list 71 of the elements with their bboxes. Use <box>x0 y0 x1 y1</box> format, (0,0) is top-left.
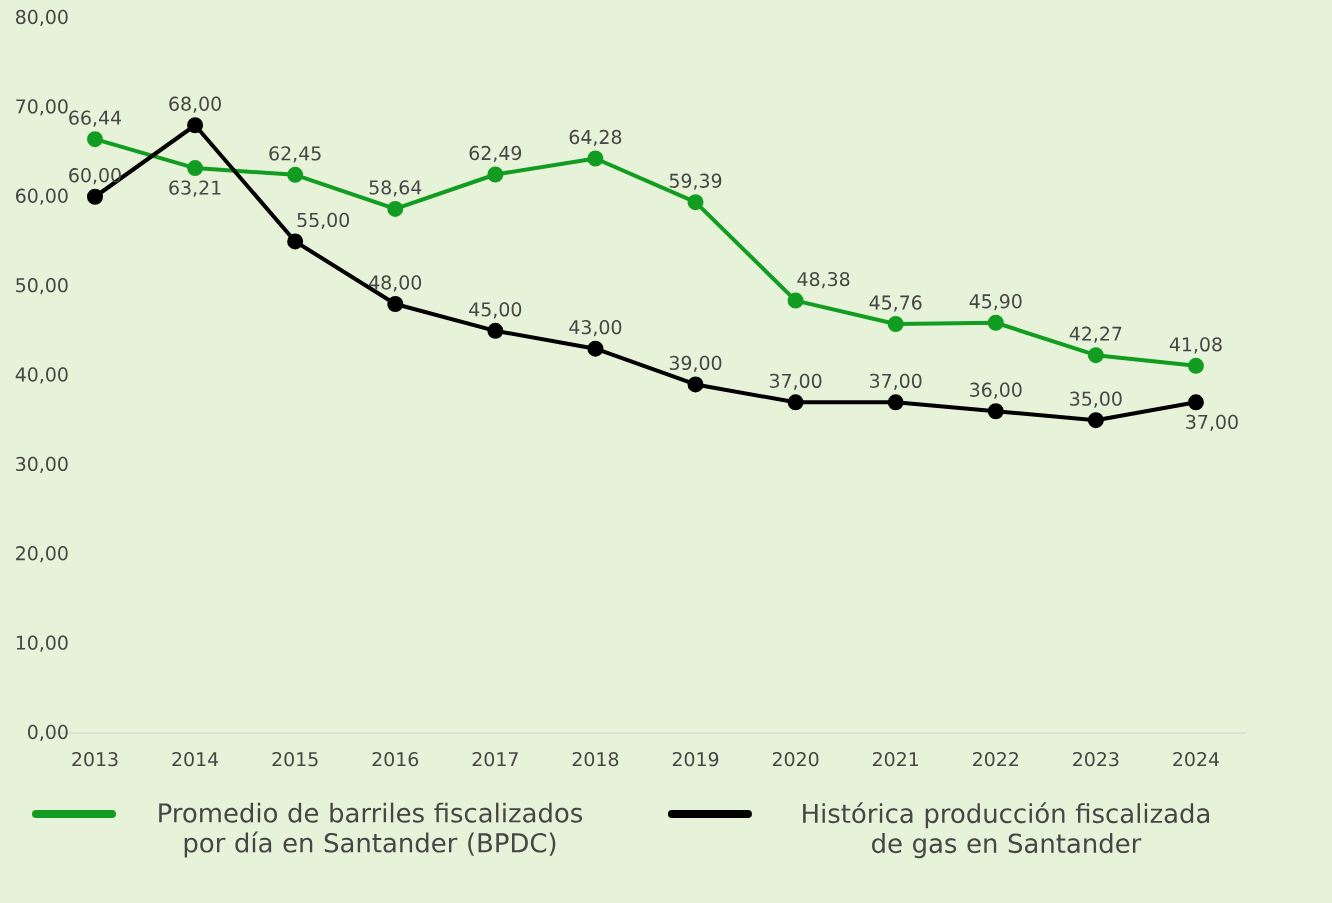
data-label: 41,08 <box>1169 337 1222 354</box>
data-label: 68,00 <box>169 96 221 113</box>
x-tick-label: 2013 <box>72 752 118 767</box>
data-label: 43,00 <box>569 320 622 337</box>
x-tick-label: 2015 <box>272 752 318 767</box>
x-tick-label: 2018 <box>572 752 619 767</box>
x-tick-label: 2014 <box>172 752 219 767</box>
point <box>587 340 604 357</box>
data-label: 37,00 <box>870 373 922 390</box>
y-tick-label: 20,00 <box>16 546 68 563</box>
y-tick-label: 70,00 <box>16 99 68 116</box>
data-label: 35,00 <box>1070 391 1122 408</box>
data-label: 63,21 <box>169 180 221 197</box>
point <box>887 316 904 333</box>
point <box>187 160 204 177</box>
y-tick-label: 10,00 <box>16 635 68 652</box>
point <box>287 233 304 250</box>
data-label: 42,27 <box>1069 326 1122 343</box>
data-label: 58,64 <box>369 180 422 197</box>
point <box>387 200 404 217</box>
data-label: 64,28 <box>569 129 622 147</box>
point <box>1087 412 1104 429</box>
point <box>587 150 604 167</box>
point <box>87 188 103 205</box>
data-label: 48,00 <box>369 275 422 292</box>
data-label: 60,00 <box>69 168 121 185</box>
point <box>1087 347 1104 364</box>
point <box>487 322 504 339</box>
legend-label: Histórica producción fiscalizada de gas en Santander <box>803 802 1210 859</box>
data-label: 37,00 <box>769 373 822 390</box>
y-tick-label: 0,00 <box>28 724 68 742</box>
data-label: 39,00 <box>669 355 722 373</box>
data-label: 66,44 <box>69 110 122 127</box>
data-label: 62,45 <box>269 146 321 163</box>
y-tick-label: 40,00 <box>15 367 68 384</box>
legend-label: Promedio de barriles fiscalizados por día en Santander (BPDC) <box>159 802 583 858</box>
point <box>787 394 804 411</box>
point <box>1187 357 1204 374</box>
point <box>787 292 804 309</box>
data-label: 45,76 <box>869 295 922 312</box>
y-tick-label: 80,00 <box>16 9 68 27</box>
x-tick-label: 2020 <box>772 752 819 767</box>
point <box>187 117 204 134</box>
x-tick-label: 2021 <box>872 752 919 767</box>
x-tick-label: 2019 <box>672 752 719 767</box>
point <box>1187 394 1204 411</box>
y-tick-label: 60,00 <box>16 188 68 205</box>
data-label: 37,00 <box>1186 414 1238 431</box>
point <box>487 166 504 183</box>
x-tick-label: 2016 <box>372 752 419 767</box>
y-tick-label: 30,00 <box>16 456 68 473</box>
x-tick-label: 2024 <box>1173 752 1219 767</box>
data-label: 45,00 <box>469 302 522 319</box>
data-label: 62,49 <box>469 145 522 163</box>
point <box>987 403 1004 420</box>
y-tick-label: 50,00 <box>16 277 68 295</box>
point <box>987 314 1004 331</box>
data-label: 36,00 <box>970 382 1022 399</box>
point <box>887 394 904 411</box>
data-label: 45,90 <box>969 294 1022 311</box>
data-label: 48,38 <box>797 271 850 289</box>
point <box>387 296 404 312</box>
x-tick-label: 2023 <box>1073 752 1119 767</box>
point <box>687 376 704 393</box>
point <box>687 194 704 211</box>
point <box>87 131 103 148</box>
x-tick-label: 2017 <box>472 752 518 767</box>
x-tick-label: 2022 <box>973 752 1018 767</box>
point <box>287 166 304 183</box>
data-label: 59,39 <box>669 173 722 190</box>
data-label: 55,00 <box>297 212 349 230</box>
